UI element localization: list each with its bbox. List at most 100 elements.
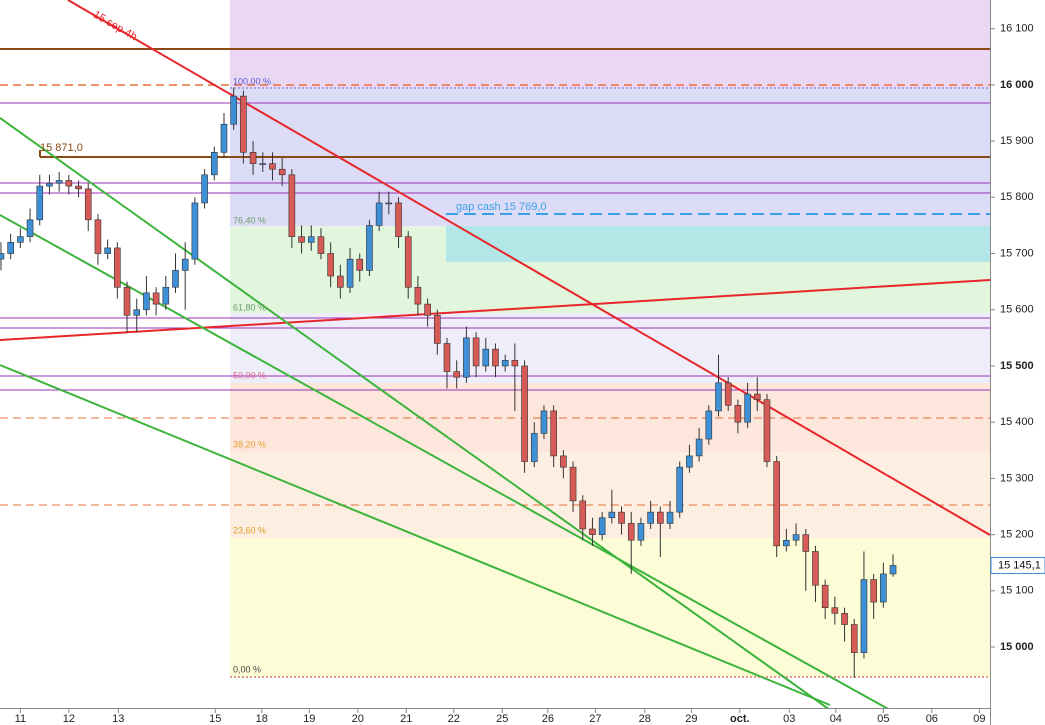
candle-body (880, 573, 887, 603)
y-tick-label: 15 000 (1000, 641, 1034, 653)
candle-body (162, 286, 170, 305)
candle-body (821, 584, 829, 608)
x-axis-panel (0, 708, 990, 725)
candle-body (744, 393, 751, 423)
candle-body (94, 219, 102, 254)
candle-body (75, 185, 82, 190)
candle-body (705, 410, 713, 440)
x-tick-label: oct. (730, 713, 750, 725)
candle-body (65, 180, 73, 187)
candle-body (637, 523, 645, 541)
candle-body (404, 236, 412, 288)
candle-body (608, 511, 616, 519)
y-tick-label: 15 400 (1000, 416, 1034, 428)
candle-body (424, 303, 431, 316)
candle-body (307, 236, 315, 243)
y-tick-label: 15 600 (1000, 304, 1034, 316)
x-tick-label: 12 (63, 713, 75, 725)
y-tick-label: 15 900 (1000, 135, 1034, 147)
candle-body (123, 286, 131, 316)
candle-body (453, 371, 460, 378)
candle-body (463, 337, 470, 378)
candle-body (695, 438, 703, 457)
candle-body (773, 461, 780, 547)
candle-body (191, 202, 199, 260)
candle-body (889, 565, 897, 575)
candle-body (210, 152, 218, 176)
candle-body (17, 236, 24, 243)
x-tick-label: 27 (589, 713, 601, 725)
candle-body (812, 551, 819, 586)
candle-body (850, 624, 858, 653)
candle-body (666, 511, 674, 524)
candle-body (55, 180, 63, 184)
candle-body (395, 202, 402, 237)
candle-body (414, 286, 422, 305)
candle-body (734, 405, 742, 423)
candle-body (492, 348, 499, 367)
candle-body (792, 534, 800, 541)
candle-body (472, 337, 480, 367)
candle-body (802, 534, 810, 552)
candle-body (860, 579, 868, 653)
x-tick-label: 26 (542, 713, 554, 725)
candle-body (337, 275, 344, 288)
fib-label: 23,60 % (233, 525, 266, 535)
candle-body (598, 517, 606, 535)
x-tick-label: 15 (209, 713, 221, 725)
x-tick-label: 19 (303, 713, 315, 725)
candle-body (676, 466, 684, 513)
candle-body (375, 202, 383, 226)
last-price-label: 15 145,1 (998, 559, 1041, 571)
x-tick-label: 20 (352, 713, 364, 725)
x-tick-label: 13 (112, 713, 124, 725)
x-tick-label: 25 (496, 713, 508, 725)
candle-body (753, 393, 761, 400)
candle-body (346, 258, 354, 288)
x-tick-label: 06 (926, 713, 938, 725)
last-price-box (990, 556, 1045, 574)
candle-body (627, 523, 635, 541)
candle-body (569, 466, 577, 502)
candle-body (278, 168, 286, 176)
candle-body (269, 163, 276, 170)
candle-body (133, 309, 141, 316)
candle-body (501, 360, 509, 367)
y-tick-label: 15 500 (1000, 360, 1034, 372)
x-tick-label: 29 (685, 713, 697, 725)
candle-body (230, 95, 237, 125)
candle-body (550, 410, 557, 457)
fib-label: 0,00 % (233, 664, 261, 674)
candle-body (172, 270, 179, 288)
candle-body (220, 123, 228, 153)
candle-body (385, 202, 393, 205)
candle-body (259, 163, 267, 165)
candle-body (36, 185, 44, 221)
y-tick-label: 15 300 (1000, 472, 1034, 484)
candle-body (143, 292, 150, 311)
candle-body (298, 236, 305, 243)
candle-body (870, 579, 877, 603)
candle-body (327, 253, 334, 277)
gap-label: gap cash 15 769,0 (456, 201, 547, 213)
background (230, 0, 990, 677)
axes: 15 000 15 100 15 200 15 300 15 400 15 500 15 6… (15, 23, 1045, 725)
candle-body (26, 219, 34, 237)
candle-body (482, 348, 490, 367)
fib-label: 61,80 % (233, 302, 266, 312)
candle-body (104, 247, 111, 254)
candle-body (240, 95, 247, 153)
y-tick-label: 15 100 (1000, 585, 1034, 597)
candle-body (249, 152, 257, 164)
candle-body (647, 511, 654, 524)
y-tick-label: 16 000 (1000, 79, 1034, 91)
candle-body (443, 343, 451, 372)
candle-body (511, 360, 519, 367)
y-tick-label: 16 100 (1000, 23, 1034, 35)
y-axis-panel (990, 0, 1045, 725)
candle-body (181, 258, 189, 271)
candle-body (356, 258, 364, 271)
candle-body (0, 253, 5, 260)
